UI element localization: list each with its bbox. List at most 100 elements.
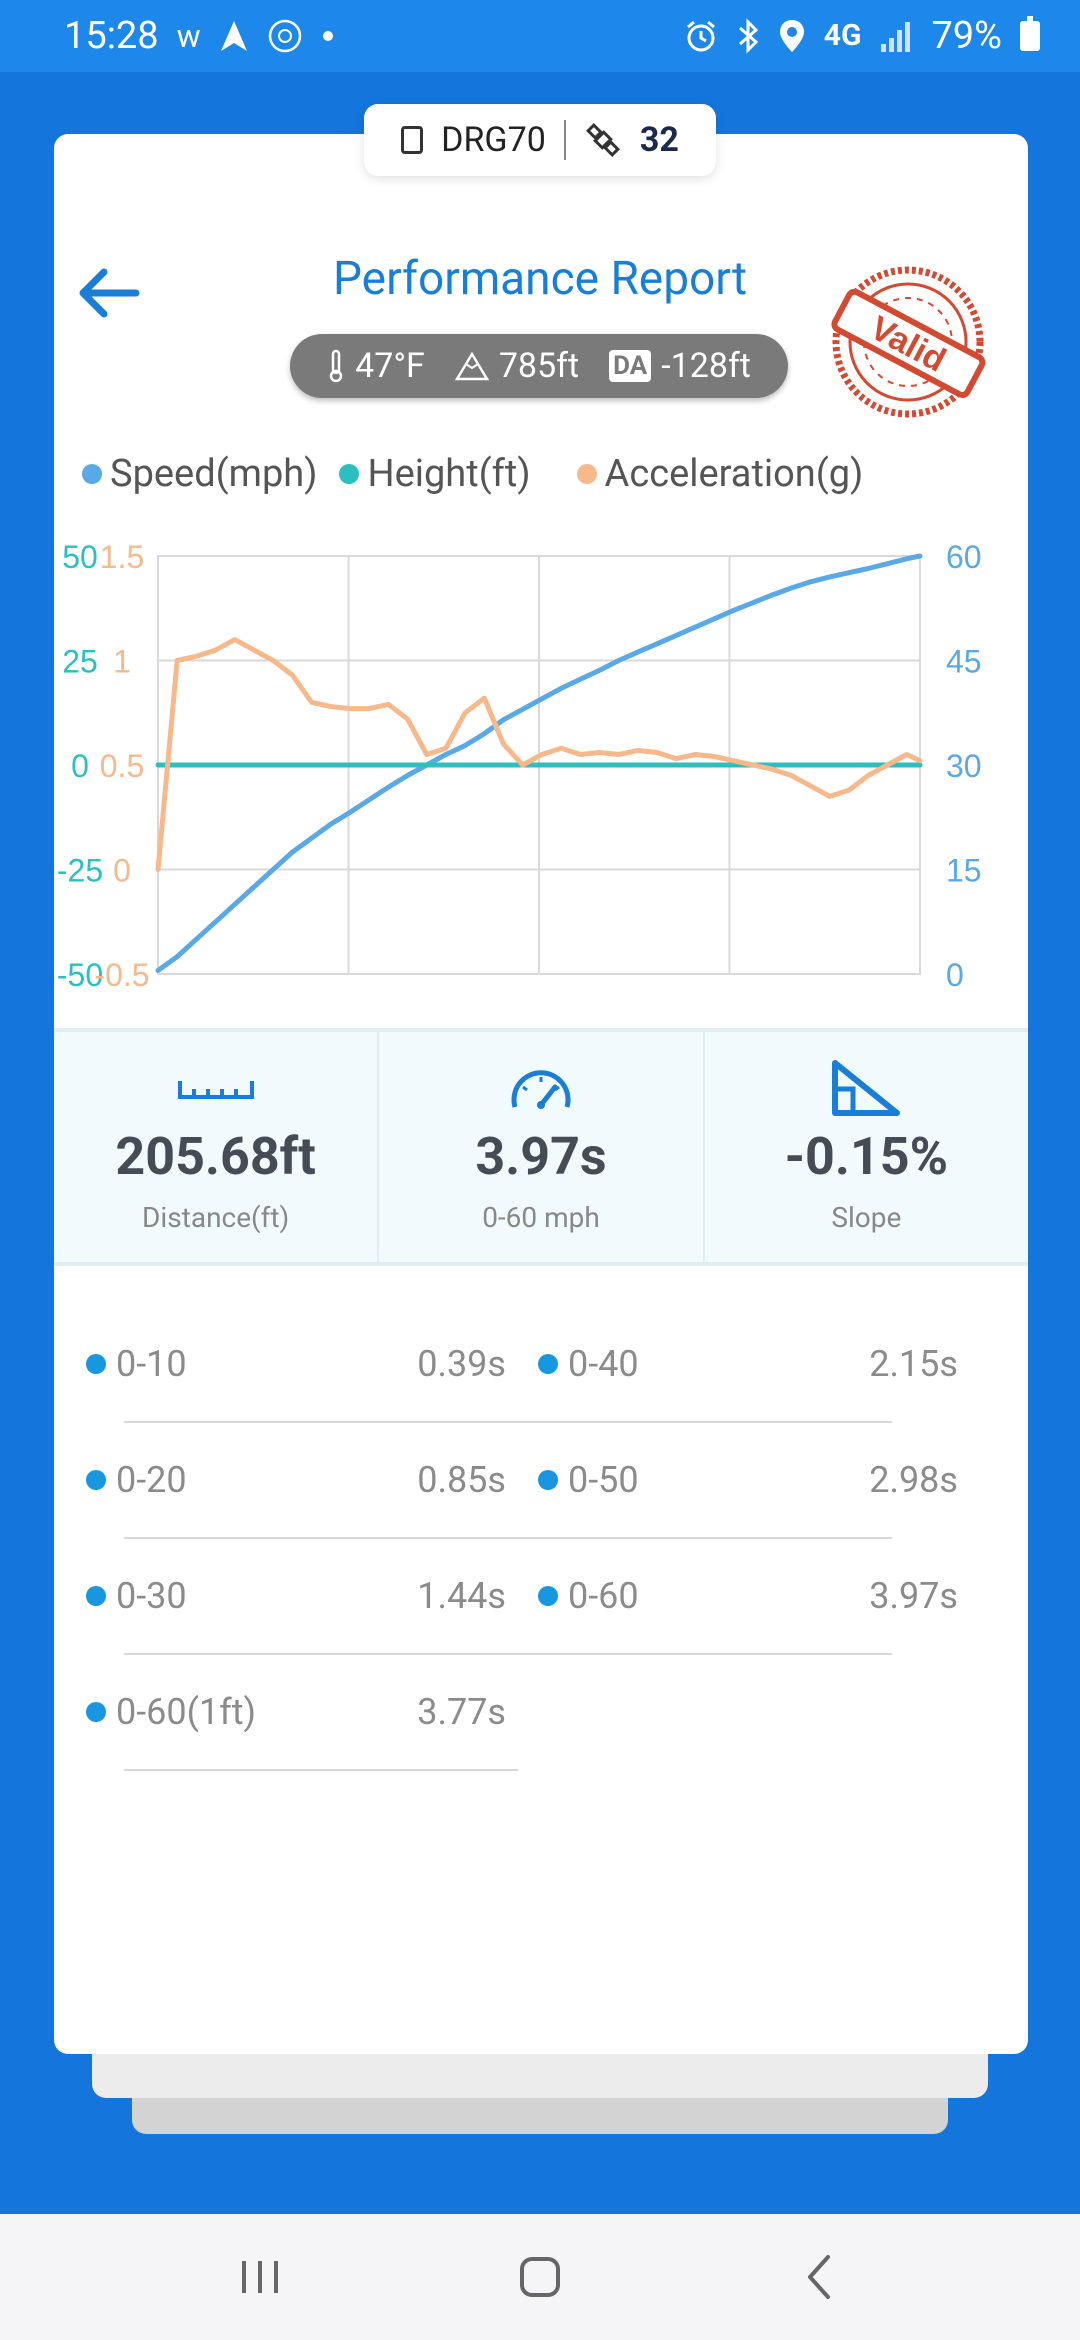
split-time: 2.15s (869, 1343, 958, 1385)
legend-height-label: Height(ft) (367, 452, 531, 496)
page-title: Performance Report (332, 252, 748, 306)
split-label: 0-40 (568, 1343, 639, 1385)
status-bar: 15:28 w 4G 79% (0, 0, 1080, 72)
legend-acceleration-dot (576, 464, 597, 484)
metric-zero-sixty-label: 0-60 mph (482, 1201, 600, 1234)
performance-chart: 50 25 0 -25 -50 1.5 1 0.5 0 -0.5 60 45 30 15 0 (57, 539, 982, 993)
elevation-value: 785ft (498, 346, 580, 386)
acceleration-axis-tick-label: 0 (113, 853, 131, 889)
split-row: 0-50 2.98s (538, 1422, 958, 1538)
split-dot (538, 1470, 558, 1490)
split-row: 0-30 1.44s (86, 1538, 506, 1654)
height-axis-tick-label: 25 (62, 644, 98, 680)
chart-legend: Speed(mph) Height(ft) Acceleration(g) (82, 452, 863, 496)
status-time: 15:28 (64, 14, 159, 58)
recent-apps-icon[interactable] (236, 2255, 284, 2299)
home-icon[interactable] (516, 2253, 564, 2301)
acceleration-axis-tick-label: -0.5 (94, 957, 149, 993)
height-axis-tick-label: -25 (57, 853, 103, 889)
split-time: 0.85s (417, 1459, 506, 1501)
bluetooth-icon (738, 18, 758, 54)
status-right: 4G 79% (684, 14, 1040, 58)
split-divider (124, 1653, 892, 1655)
split-row: 0-20 0.85s (86, 1422, 506, 1538)
app-badge-icon (268, 19, 301, 53)
split-divider (124, 1537, 892, 1539)
split-time: 0.39s (417, 1343, 506, 1385)
speed-axis-tick-label: 45 (946, 644, 982, 680)
location-icon (779, 20, 804, 52)
series-line-speed-mph (155, 553, 923, 973)
metric-distance-label: Distance(ft) (142, 1201, 290, 1234)
temperature: 47°F (327, 346, 425, 386)
w-notification-icon: w (176, 17, 201, 55)
split-label: 0-50 (568, 1459, 639, 1501)
acceleration-axis-tick-label: 0.5 (100, 748, 144, 784)
valid-stamp-icon: Valid (831, 266, 986, 418)
split-dot (86, 1586, 106, 1606)
thermometer-icon (329, 349, 343, 383)
back-arrow-icon[interactable] (74, 258, 144, 328)
split-label: 0-20 (116, 1459, 187, 1501)
metric-slope-value: -0.15% (784, 1126, 949, 1187)
split-row: 0-60 3.97s (538, 1538, 958, 1654)
satellite-icon (585, 123, 620, 157)
alarm-icon (686, 20, 715, 52)
back-icon[interactable] (796, 2253, 844, 2301)
temperature-value: 47°F (355, 346, 425, 386)
device-name: DRG70 (441, 120, 546, 160)
legend-acceleration-label: Acceleration(g) (604, 452, 864, 496)
density-altitude: DA -128ft (609, 346, 751, 386)
satellite-count: 32 (639, 120, 679, 160)
split-dot (86, 1354, 106, 1374)
metric-zero-sixty: 3.97s 0-60 mph (379, 1032, 705, 1262)
da-badge: DA (609, 350, 652, 382)
speed-axis-tick-label: 0 (946, 957, 964, 993)
legend-height-dot (339, 464, 360, 484)
speed-axis-tick-label: 15 (946, 853, 982, 889)
conditions-bar: 47°F 785ft DA -128ft (290, 334, 788, 398)
split-dot (538, 1586, 558, 1606)
split-dot (86, 1470, 106, 1490)
split-label: 0-60(1ft) (116, 1691, 257, 1733)
height-axis-tick-label: 0 (71, 748, 89, 784)
metric-slope-label: Slope (831, 1201, 902, 1234)
elevation: 785ft (454, 346, 580, 386)
split-divider (124, 1769, 518, 1771)
signal-icon (881, 22, 911, 52)
dot-icon (322, 31, 333, 41)
metric-slope: -0.15% Slope (705, 1032, 1028, 1262)
split-dot (86, 1702, 106, 1722)
device-pill[interactable]: DRG70 32 (364, 104, 716, 176)
split-label: 0-60 (568, 1575, 639, 1617)
density-altitude-value: -128ft (661, 346, 751, 386)
mountain-icon (454, 351, 489, 381)
split-label: 0-30 (116, 1575, 187, 1617)
height-axis-tick-label: -50 (57, 957, 103, 993)
speed-axis-tick-label: 60 (946, 539, 982, 575)
battery-icon (1020, 16, 1040, 51)
legend-height[interactable]: Height(ft) (339, 452, 531, 496)
network-type: 4G (823, 18, 862, 53)
height-axis-tick-label: 50 (62, 539, 98, 575)
split-dot (538, 1354, 558, 1374)
series-line-acceleration-g (155, 637, 923, 872)
acceleration-axis-tick-label: 1 (113, 644, 131, 680)
battery-percent: 79% (931, 14, 1002, 58)
split-time: 1.44s (417, 1575, 506, 1617)
metric-distance-value: 205.68ft (115, 1126, 316, 1187)
speedometer-icon (509, 1060, 573, 1116)
metric-zero-sixty-value: 3.97s (475, 1126, 607, 1187)
acceleration-axis-tick-label: 1.5 (100, 539, 144, 575)
legend-speed[interactable]: Speed(mph) (82, 452, 317, 496)
legend-speed-dot (82, 464, 102, 484)
split-time: 2.98s (869, 1459, 958, 1501)
metrics-panel: 205.68ft Distance(ft) 3.97s 0-60 mph -0.… (54, 1028, 1028, 1266)
split-row: 0-60(1ft) 3.77s (86, 1654, 506, 1770)
ruler-icon (177, 1060, 254, 1116)
navigation-arrow-icon (220, 21, 247, 51)
legend-acceleration[interactable]: Acceleration(g) (576, 452, 864, 496)
split-label: 0-10 (116, 1343, 187, 1385)
metric-distance: 205.68ft Distance(ft) (54, 1032, 380, 1262)
pill-divider (563, 120, 566, 160)
